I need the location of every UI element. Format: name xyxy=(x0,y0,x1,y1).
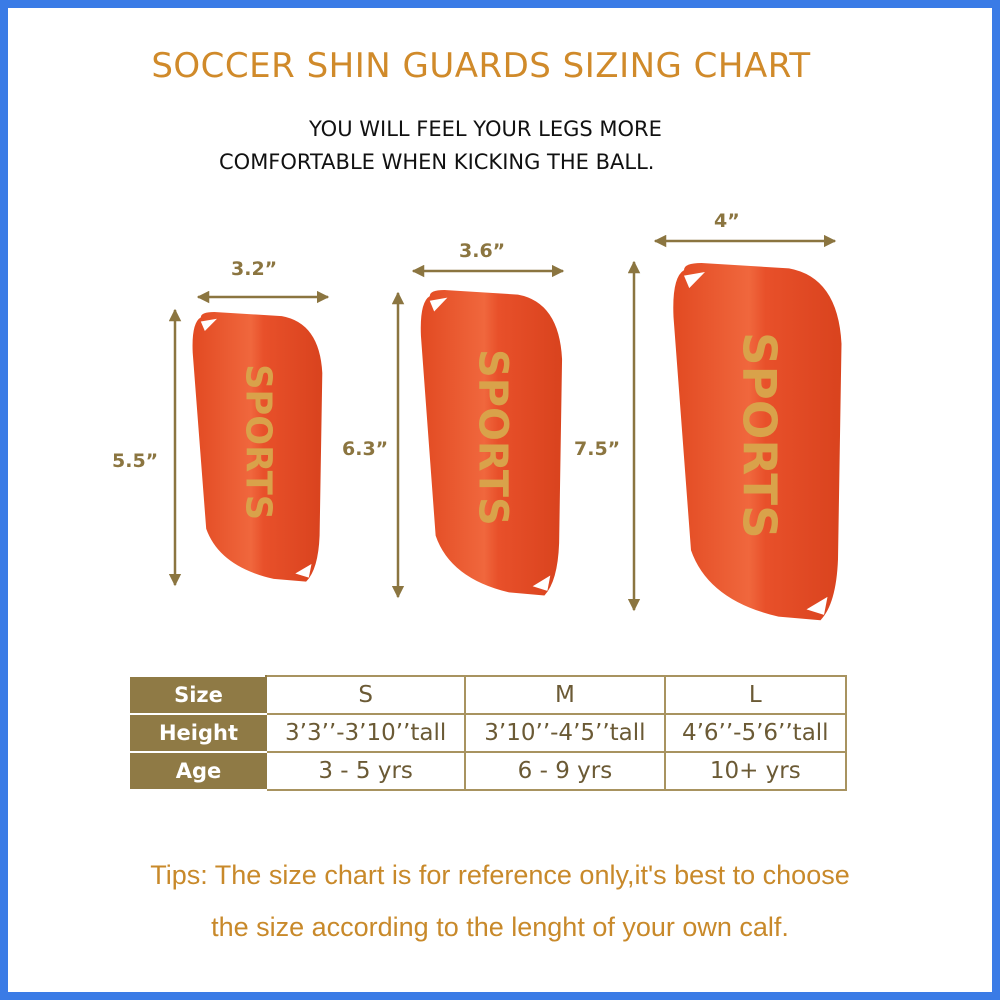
shin-guard-l xyxy=(673,263,842,621)
table-cell: L xyxy=(663,675,848,715)
table-cell: 3’10’’-4’5’’tall xyxy=(464,713,666,753)
table-cell: 4’6’’-5’6’’tall xyxy=(663,713,848,753)
size-table: Size S M L Height 3’3’’-3’10’’tall 3’10’… xyxy=(130,675,848,791)
row-header: Size xyxy=(130,675,267,715)
medium-height-label: 6.3” xyxy=(342,438,389,460)
vent-hole-top xyxy=(684,271,705,289)
table-cell: M xyxy=(464,675,666,715)
table-row: Height 3’3’’-3’10’’tall 3’10’’-4’5’’tall… xyxy=(130,713,848,753)
vent-hole-top xyxy=(429,297,448,312)
shin-guard-illustrations: SPORTS SPORTS SPORTS xyxy=(168,234,842,621)
row-header: Height xyxy=(130,713,267,753)
tips-line-2: the size according to the lenght of your… xyxy=(211,912,789,942)
table-row: Age 3 - 5 yrs 6 - 9 yrs 10+ yrs xyxy=(130,751,848,791)
row-header: Age xyxy=(130,751,267,791)
tips-line-1: Tips: The size chart is for reference on… xyxy=(150,860,850,890)
table-cell: 3 - 5 yrs xyxy=(264,751,467,791)
vent-hole-bottom xyxy=(295,564,312,578)
page-title: SOCCER SHIN GUARDS SIZING CHART xyxy=(151,46,811,86)
large-height-label: 7.5” xyxy=(574,438,621,460)
large-width-label: 4” xyxy=(714,210,740,232)
vent-hole-top xyxy=(200,318,217,331)
brand-text: SPORTS xyxy=(732,332,786,539)
shin-guard-s xyxy=(192,312,323,582)
small-width-label: 3.2” xyxy=(231,258,278,280)
table-row: Size S M L xyxy=(130,675,848,715)
subtitle-line-2: COMFORTABLE WHEN KICKING THE BALL. xyxy=(219,150,655,174)
brand-text: SPORTS xyxy=(238,364,279,520)
table-cell: 3’3’’-3’10’’tall xyxy=(264,713,467,753)
brand-text: SPORTS xyxy=(470,349,516,526)
table-cell: 6 - 9 yrs xyxy=(464,751,666,791)
table-cell: S xyxy=(264,675,467,715)
shin-guard-m xyxy=(420,290,563,596)
table-cell: 10+ yrs xyxy=(663,751,848,791)
vent-hole-bottom xyxy=(532,575,551,591)
small-height-label: 5.5” xyxy=(112,450,159,472)
medium-width-label: 3.6” xyxy=(459,240,506,262)
vent-hole-bottom xyxy=(806,596,828,615)
subtitle-line-1: YOU WILL FEEL YOUR LEGS MORE xyxy=(309,117,662,141)
